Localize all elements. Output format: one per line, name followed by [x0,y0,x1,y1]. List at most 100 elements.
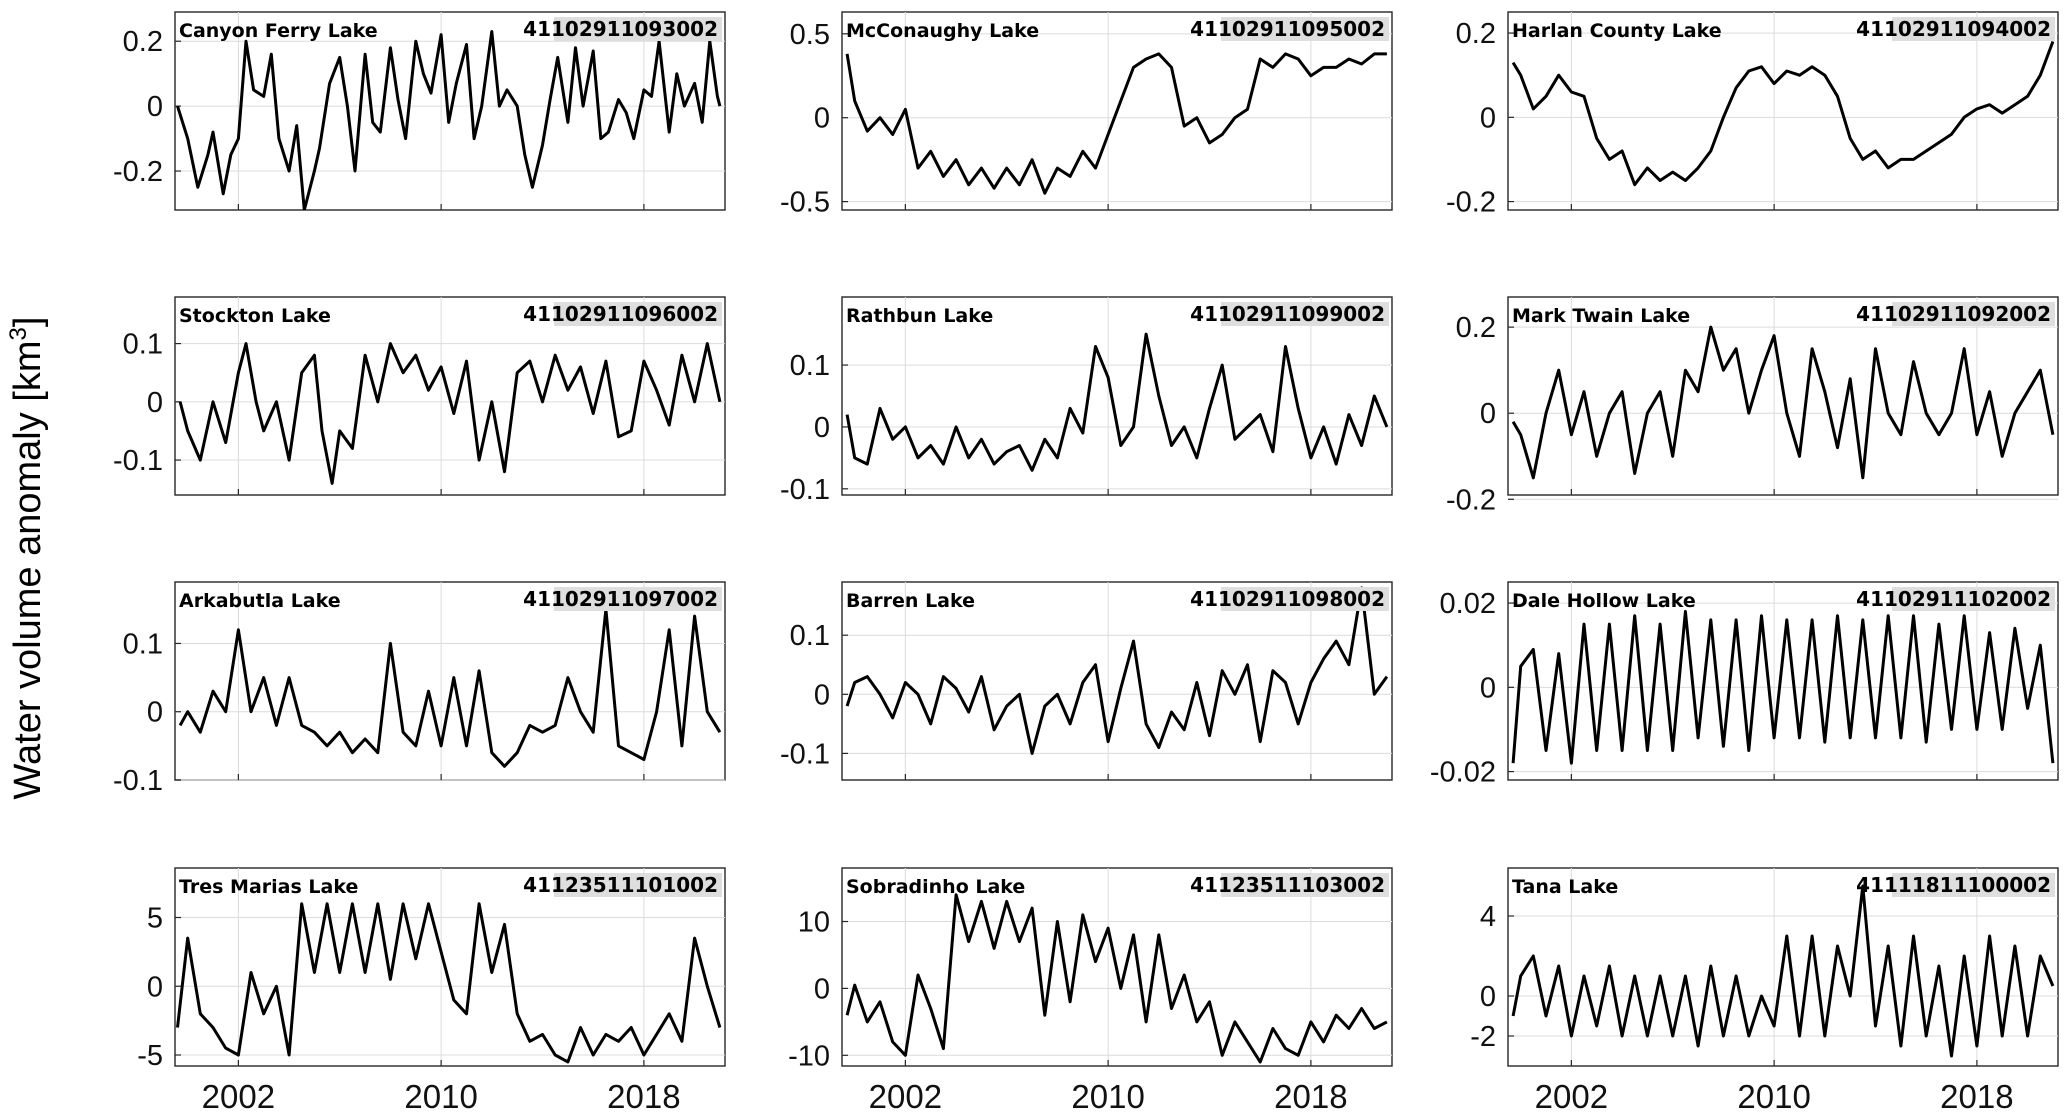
lake-name: Tres Marias Lake [179,876,358,898]
site-id-highlight [554,302,722,326]
y-tick-label: -0.1 [780,474,830,506]
chart-panel: -0.2 0 0.2 Canyon Ferry Lake 41102911093002 [113,11,726,211]
site-id-highlight [1892,302,2055,326]
lake-name: Harlan County Lake [1512,20,1722,42]
x-tick-label: 2002 [869,1078,942,1115]
y-tick-label: -5 [137,1040,163,1072]
y-tick-label: 0 [814,103,830,135]
y-axis-label: Water volume anomaly [km3] [5,317,49,800]
y-tick-label: 0.1 [123,329,163,361]
site-id: 41123511101002 [523,873,718,897]
x-tick-label: 2010 [1737,1078,1810,1115]
y-tick-label: -0.2 [1446,484,1496,516]
lake-name: Rathbun Lake [846,305,993,327]
lake-name: Stockton Lake [179,305,331,327]
x-tick-label: 2002 [1535,1078,1608,1115]
series-line [176,902,722,1064]
y-tick-label: 4 [1480,901,1496,933]
series-line [845,586,1389,755]
y-axis-label-main: Water volume anomaly [km [7,340,49,799]
chart-panel: -0.02 0 0.02 Dale Hollow Lake 41102911102002 [1430,581,2059,789]
site-id: 41102911099002 [1190,302,1385,326]
plot-area [1507,11,2059,211]
chart-panel: -0.5 0 0.5 McConaughy Lake 41102911095002 [780,11,1393,219]
site-id-highlight [1892,873,2055,897]
series-line [845,52,1387,195]
y-tick-label: 0 [814,412,830,444]
x-tick-label: 2010 [404,1078,477,1115]
y-tick-label: 0 [1480,102,1496,134]
y-tick-label: 0 [814,679,830,711]
lake-name: Sobradinho Lake [846,876,1025,898]
y-tick-label: 0 [147,91,163,123]
chart-panel: -0.1 0 0.1 Stockton Lake 41102911096002 [113,296,726,496]
x-tick-label: 2010 [1071,1078,1144,1115]
lake-name: Dale Hollow Lake [1512,590,1696,612]
y-tick-label: 10 [798,907,830,939]
lake-name: Arkabutla Lake [179,590,341,612]
y-tick-label: -0.1 [780,738,830,770]
x-tick-label: 2018 [1274,1078,1347,1115]
y-tick-label: -2 [1470,1021,1496,1053]
y-tick-label: -0.1 [113,765,163,797]
y-tick-label: 0.1 [123,628,163,660]
series-line [178,607,722,768]
y-tick-label: -10 [788,1040,830,1072]
chart-panel: -0.1 0 0.1 Arkabutla Lake 41102911097002 [113,581,726,797]
site-id-highlight [554,587,722,611]
series-line [1511,325,2055,480]
series-line [178,342,722,485]
y-tick-label: 0 [147,697,163,729]
x-tick-label: 2002 [202,1078,275,1115]
chart-panel: -5 0 5 2002 2010 2018 Tres Marias Lake 41123511… [137,867,726,1115]
y-tick-label: 0.2 [1456,18,1496,50]
series-line [1511,610,2055,765]
y-tick-label: 0 [1480,981,1496,1013]
site-id: 41123511103002 [1190,873,1385,897]
y-tick-label: -0.02 [1430,757,1496,789]
y-tick-label: 0.2 [123,26,163,58]
lake-name: Barren Lake [846,590,975,612]
site-id: 41102911093002 [523,17,718,41]
plot-area [841,296,1393,496]
lake-name: Canyon Ferry Lake [179,20,378,42]
y-tick-label: 0.2 [1456,312,1496,344]
site-id: 41102911095002 [1190,17,1385,41]
y-tick-label: -0.2 [1446,187,1496,219]
site-id: 41102911092002 [1856,302,2051,326]
y-tick-label: 0 [814,973,830,1005]
series-line [176,30,722,210]
x-tick-label: 2018 [607,1078,680,1115]
site-id-highlight [554,17,722,41]
plot-area [174,581,726,781]
plot-area [841,581,1393,781]
x-tick-label: 2018 [1940,1078,2013,1115]
chart-panel: -0.1 0 0.1 Barren Lake 41102911098002 [780,581,1393,781]
y-axis-label-end: ] [7,317,49,328]
y-tick-label: 5 [147,903,163,935]
site-id: 41111811100002 [1856,873,2051,897]
lake-name: Tana Lake [1512,876,1618,898]
y-axis-label-sup: 3 [5,327,32,340]
y-tick-label: -0.1 [113,445,163,477]
y-tick-label: 0.1 [790,620,830,652]
site-id-highlight [554,873,722,897]
site-id-highlight [1221,302,1389,326]
y-tick-label: 0.02 [1440,588,1496,620]
panels: -0.2 0 0.2 Canyon Ferry Lake 41102911093002 -… [113,11,2059,1115]
y-tick-label: 0 [1480,398,1496,430]
y-tick-label: 0 [147,387,163,419]
chart-panel: -0.2 0 0.2 Harlan County Lake 41102911094002 [1446,11,2059,219]
site-id-highlight [1892,17,2055,41]
y-tick-label: 0.5 [790,19,830,51]
site-id-highlight [1892,587,2055,611]
chart-panel: -0.1 0 0.1 Rathbun Lake 41102911099002 [780,296,1393,506]
site-id: 41102911102002 [1856,587,2051,611]
site-id-highlight [1221,587,1389,611]
y-tick-label: 0 [1480,672,1496,704]
series-line [845,893,1388,1064]
plot-area [1507,581,2059,781]
y-tick-label: 0.1 [790,350,830,382]
chart-panel: -10 0 10 2002 2010 2018 Sobradinho Lake 4112351… [788,867,1393,1115]
